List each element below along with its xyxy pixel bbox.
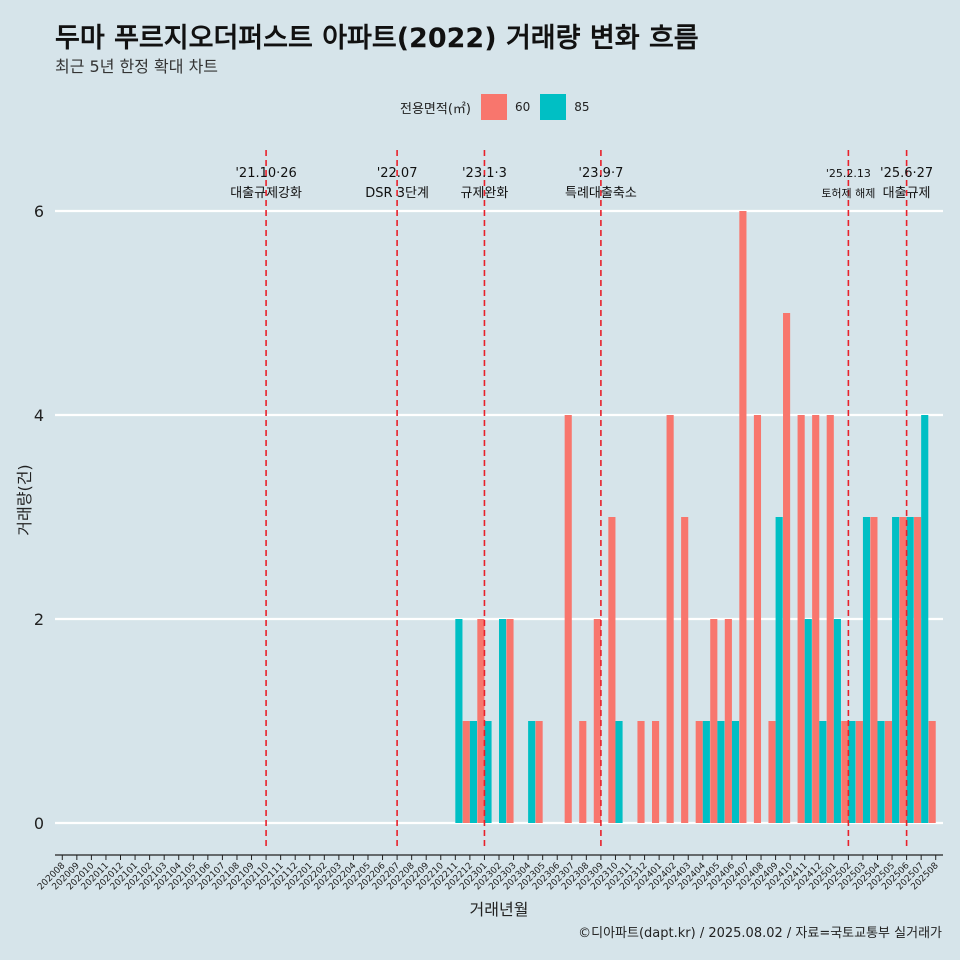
event-date: '25.2.13 [826,167,871,180]
caption: ©디아파트(dapt.kr) / 2025.08.02 / 자료=국토교통부 실… [578,926,942,941]
bar-60-202310 [608,517,616,823]
bar-60-202508 [928,721,936,823]
bar-60-202407 [739,211,747,823]
event-date: '22.07 [377,166,418,181]
bar-60-202404 [695,721,703,823]
event-label: 대출규제 [883,186,931,201]
event-date: '21.10·26 [235,166,296,181]
event-date: '23.1·3 [462,166,507,181]
bar-60-202504 [870,517,878,823]
bar-85-202404 [702,721,710,823]
bar-60-202303 [506,619,514,823]
bar-85-202301 [484,721,492,823]
event-label: 토허제 해제 [821,186,875,200]
bar-85-202212 [469,721,478,823]
x-axis-title: 거래년월 [470,900,529,919]
bar-60-202312 [637,721,645,823]
y-tick-label: 6 [34,202,44,221]
event-date: '23.9·7 [578,166,623,181]
bar-85-202502 [848,721,856,823]
bar-85-202412 [819,721,827,823]
bar-60-202308 [579,721,587,823]
bar-85-202211 [455,619,463,823]
bar-60-202403 [681,517,689,823]
chart-subtitle: 최근 5년 한정 확대 차트 [55,57,219,76]
event-label: DSR 3단계 [365,186,429,201]
legend-label-85: 85 [574,100,590,114]
bar-60-202505 [884,721,893,823]
bar-85-202406 [731,721,740,823]
bar-85-202504 [877,721,885,823]
bar-85-202507 [921,415,929,823]
bar-60-202412 [812,415,820,823]
bar-85-202506 [906,517,914,823]
event-label: 규제완화 [461,186,509,201]
bar-60-202409 [768,721,776,823]
bar-60-202502 [841,721,849,823]
event-label: 특례대출축소 [565,186,637,201]
legend-label-60: 60 [514,100,531,114]
bar-60-202301 [477,619,485,823]
event-label: 대출규제강화 [230,186,302,201]
bar-60-202401 [651,721,660,823]
legend-title: 전용면적(㎡) [400,101,471,117]
y-axis-title: 거래량(건) [15,464,34,535]
bar-60-202406 [724,619,732,823]
legend-key-60 [480,94,507,120]
bar-85-202411 [804,619,812,823]
bar-60-202402 [666,415,674,823]
legend-key-85 [540,94,567,120]
bar-60-202405 [710,619,718,823]
chart-title: 두마 푸르지오더퍼스트 아파트(2022) 거래량 변화 흐름 [55,23,699,54]
y-tick-label: 4 [34,406,44,425]
bar-60-202307 [564,415,572,823]
y-tick-label: 0 [34,814,44,833]
bar-85-202310 [615,721,623,823]
bar-60-202411 [797,415,805,823]
bar-60-202506 [899,517,907,823]
y-tick-label: 2 [34,610,44,629]
bar-85-202503 [862,517,871,823]
bar-85-202409 [775,517,783,823]
bar-60-202410 [783,313,791,823]
bar-60-202309 [593,619,601,823]
bar-60-202408 [753,415,762,823]
bar-60-202501 [826,415,834,823]
bar-60-202305 [535,721,543,823]
bar-85-202505 [892,517,900,823]
bar-60-202503 [855,721,863,823]
bar-60-202212 [462,721,470,823]
bar-85-202304 [528,721,536,823]
bar-60-202507 [914,517,922,823]
bar-85-202501 [833,619,841,823]
legend: 전용면적(㎡) 60 85 [400,93,590,121]
event-date: '25.6·27 [880,166,933,181]
bar-85-202302 [499,619,507,823]
bar-85-202405 [717,721,725,823]
